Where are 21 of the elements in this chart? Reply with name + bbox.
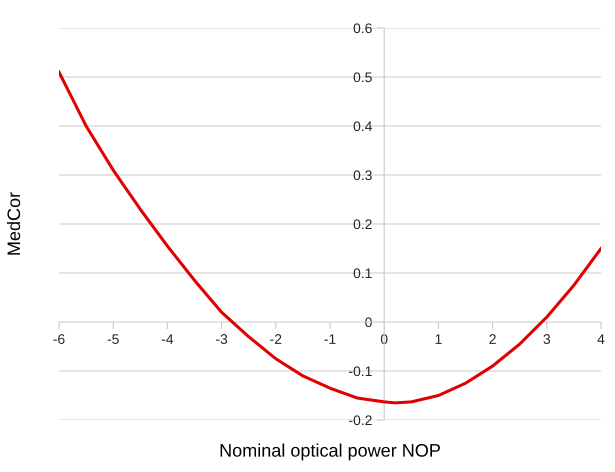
y-tick-label: 0.2 [354, 219, 372, 230]
x-tick-label: -1 [324, 334, 336, 344]
x-tick-label: 3 [543, 334, 550, 344]
x-tick-label: 1 [436, 334, 442, 344]
x-tick-label: -6 [53, 334, 65, 344]
x-axis-title: Nominal optical power NOP [220, 444, 440, 460]
x-tick-label: 0 [380, 334, 388, 344]
y-tick-label: 0.1 [354, 268, 372, 278]
x-tick-label: -4 [162, 334, 174, 344]
y-tick-label: 0.6 [354, 23, 372, 34]
y-tick-label: 0.4 [354, 121, 372, 132]
x-tick-label: 2 [489, 334, 496, 344]
y-tick-label: 0.3 [354, 170, 372, 180]
x-tick-label: 4 [597, 334, 604, 344]
y-tick-label: -0.1 [349, 366, 372, 376]
y-tick-label: -0.2 [349, 415, 372, 426]
y-tick-label: 0.5 [354, 72, 372, 82]
x-tick-label: -2 [270, 334, 282, 344]
x-tick-label: -5 [108, 334, 119, 344]
x-tick-label: -3 [216, 334, 228, 344]
y-axis-title: MedCor [6, 192, 20, 255]
